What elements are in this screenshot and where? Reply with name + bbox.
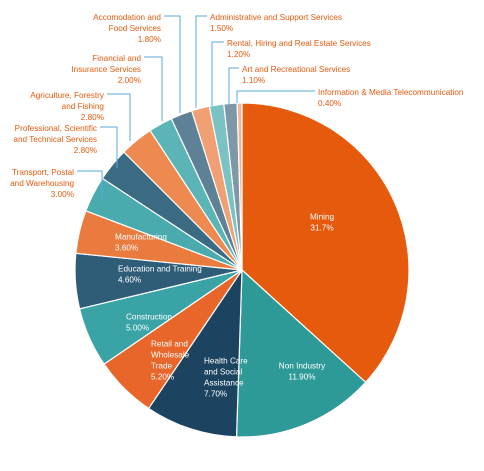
leader-line-agriculture-forestry-and-fishing [107,93,131,141]
slice-label-retail-and-wholesale-trade: Retail and Wholesale Trade 5.20% [151,340,190,382]
slice-label-construction: Construction 5.00% [126,313,172,333]
pie-slice-mining [241,102,410,383]
slice-label-non-industry: Non Industry 11.90% [279,362,326,382]
leader-line-art-and-recreational-services [228,67,239,104]
leader-line-accomodation-and-food-services [164,15,181,113]
leader-line-financial-and-insurance-services [144,56,163,121]
pie-slice-health-care-and-social-assistance [148,269,243,438]
slice-label-financial-and-insurance-services: Financial and Insurance Services 2.00% [71,54,141,85]
slice-label-accomodation-and-food-services: Accomodation and Food Services 1.80% [93,13,161,44]
pie-slice-information-media-telecommunication [236,102,243,271]
leader-line-administrative-and-support-services [195,15,207,108]
slice-label-manufacturing: Manufacturing 3.60% [115,233,167,253]
slice-label-information-media-telecommunication: Information & Media Telecommunication 0.4… [318,88,464,108]
slice-label-health-care-and-social-assistance: Health Care and Social Assistance 7.70% [204,357,248,399]
leader-line-rental-hiring-and-real-estate-services [211,41,224,106]
leader-line-information-media-telecommunication [236,90,315,103]
pie-slice-non-industry [235,269,367,438]
slice-label-rental-hiring-and-real-estate-services: Rental, Hiring and Real Estate Services 1… [227,39,371,59]
slice-label-professional-scientific-and-technical-services: Professional, Scientific and Technical Se… [13,124,97,155]
slice-label-art-and-recreational-services: Art and Recreational Services 1.10% [242,65,350,85]
leader-line-transport-postal-and-warehousing [77,170,103,200]
slice-label-administrative-and-support-services: Administrative and Support Services 1.50% [210,13,342,33]
slice-label-agriculture-forestry-and-fishing: Agriculture, Forestry and Fishing 2.80% [30,91,105,122]
slice-label-education-and-training: Education and Training 4.60% [118,265,202,285]
leader-line-professional-scientific-and-technical-services [100,126,118,168]
slice-label-transport-postal-and-warehousing: Transport, Postal and Warehousing 3.00% [10,168,74,199]
slice-label-mining: Mining 31.7% [310,213,335,233]
